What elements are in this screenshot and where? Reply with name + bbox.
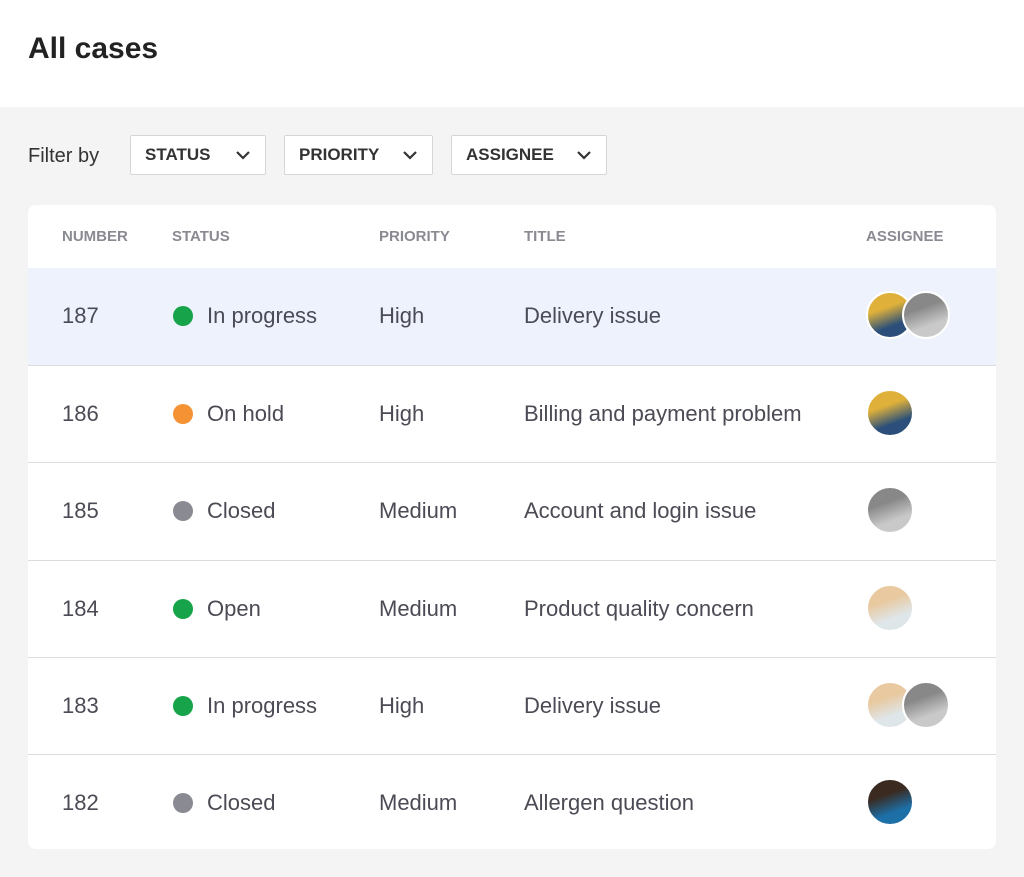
- cell: Billing and payment problem: [524, 401, 802, 427]
- status-dot: [173, 501, 193, 522]
- page-title: All cases: [28, 32, 159, 65]
- cases-table: NUMBER STATUS PRIORITY TITLE ASSIGNEE 18…: [28, 205, 996, 849]
- cell: Account and login issue: [524, 498, 757, 524]
- table-row[interactable]: 187 In progress High Delivery issue: [28, 268, 996, 365]
- column-header: NUMBER: [62, 228, 128, 245]
- button-label: PRIORITY: [299, 145, 380, 164]
- table-row[interactable]: 184 Open Medium Product quality concern: [28, 559, 996, 657]
- cell: High: [379, 692, 425, 718]
- button-label: ASSIGNEE: [466, 145, 554, 164]
- table-row[interactable]: 185 Closed Medium Account and login issue: [28, 462, 996, 559]
- avatar: [866, 486, 914, 535]
- status-dot: [173, 598, 193, 619]
- cell: On hold: [207, 401, 285, 427]
- cell: High: [379, 401, 425, 427]
- cell: Product quality concern: [524, 595, 754, 621]
- cell: 183: [62, 692, 99, 718]
- cell: 184: [62, 595, 99, 621]
- cell: 182: [62, 790, 99, 815]
- chevron: [236, 151, 250, 160]
- cell: In progress: [207, 303, 318, 328]
- avatar: [902, 291, 950, 339]
- cell: Open: [207, 595, 261, 621]
- cell: Closed: [207, 790, 276, 815]
- filter-button[interactable]: ASSIGNEE: [451, 135, 607, 175]
- avatar: [866, 778, 914, 826]
- status-dot: [173, 793, 193, 813]
- status-dot: [173, 695, 193, 716]
- filter-button[interactable]: PRIORITY: [284, 135, 433, 175]
- chevron: [403, 151, 417, 160]
- cell: Medium: [379, 595, 458, 621]
- cell: Delivery issue: [524, 692, 661, 718]
- button-label: STATUS: [145, 145, 211, 164]
- filter-label: Filter by: [28, 145, 100, 167]
- table-row[interactable]: 182 Closed Medium Allergen question: [28, 754, 996, 849]
- cell: 186: [62, 401, 99, 427]
- cell: In progress: [207, 692, 318, 718]
- cell: High: [379, 303, 425, 328]
- cell: 185: [62, 498, 99, 524]
- column-header: ASSIGNEE: [866, 228, 944, 245]
- avatar: [902, 680, 950, 729]
- cell: Medium: [379, 790, 458, 815]
- cell: Delivery issue: [524, 303, 661, 328]
- cell: 187: [62, 303, 99, 328]
- header: All cases: [0, 0, 1024, 107]
- cell: Allergen question: [524, 790, 695, 815]
- cell: Medium: [379, 498, 458, 524]
- status-dot: [173, 404, 193, 425]
- column-header: TITLE: [524, 228, 566, 245]
- chevron: [577, 151, 591, 160]
- avatar: [866, 389, 914, 438]
- column-header: PRIORITY: [379, 228, 450, 245]
- table-row[interactable]: 186 On hold High Billing and payment proble…: [28, 365, 996, 462]
- cell: Closed: [207, 498, 276, 524]
- avatar: [866, 583, 914, 632]
- status-dot: [173, 306, 193, 326]
- column-header: STATUS: [172, 228, 230, 245]
- filter-button[interactable]: STATUS: [130, 135, 266, 175]
- table-row[interactable]: 183 In progress High Delivery issue: [28, 656, 996, 754]
